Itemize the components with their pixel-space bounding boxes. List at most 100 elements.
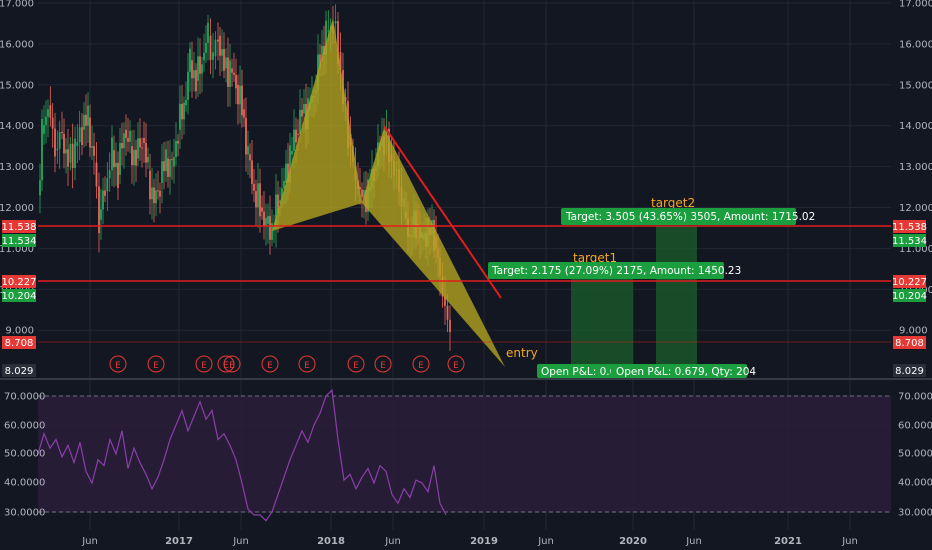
candle-body bbox=[325, 20, 327, 55]
candle-body bbox=[159, 190, 161, 197]
candle-body bbox=[191, 60, 193, 79]
candle-body bbox=[261, 207, 263, 212]
price-tag-label: 11.538 bbox=[892, 222, 927, 233]
candle-body bbox=[165, 149, 167, 172]
candle-body bbox=[201, 64, 203, 74]
candle-body bbox=[76, 142, 79, 147]
candle-body bbox=[71, 143, 74, 168]
rsi-line bbox=[37, 388, 447, 522]
candle-body bbox=[265, 217, 267, 227]
candle-body bbox=[104, 190, 106, 196]
candle-body bbox=[181, 103, 183, 120]
price-tick-label: 12.000 bbox=[899, 203, 932, 214]
candle-body bbox=[291, 150, 293, 155]
candle-body bbox=[289, 145, 291, 182]
earnings-marker-label: E bbox=[115, 361, 121, 371]
time-axis: Jun 2017 Jun 2018 Jun 2019 Jun 2020 Jun 2021 Jun bbox=[81, 536, 858, 547]
candle-body bbox=[123, 133, 125, 149]
candle-body bbox=[95, 162, 98, 187]
candle-body bbox=[217, 39, 219, 42]
candle-body bbox=[263, 211, 265, 227]
earnings-marker bbox=[223, 355, 241, 373]
candle-body bbox=[147, 156, 149, 163]
candle-body bbox=[102, 190, 104, 210]
earnings-marker bbox=[147, 355, 165, 373]
candle-body bbox=[139, 138, 141, 148]
target1-label: target1 bbox=[573, 251, 617, 265]
earnings-marker-label: E bbox=[267, 361, 273, 371]
candle-body bbox=[121, 143, 123, 149]
candle-body bbox=[277, 194, 279, 214]
earnings-marker-label: E bbox=[229, 361, 235, 371]
candle-body bbox=[241, 85, 243, 116]
time-tick-label: 2018 bbox=[317, 536, 345, 547]
candle-body bbox=[119, 143, 121, 175]
earnings-marker bbox=[195, 355, 213, 373]
price-tag-box bbox=[893, 275, 926, 288]
price-tick-label: 14.000 bbox=[0, 121, 34, 132]
candle-body bbox=[255, 191, 257, 208]
candle-body bbox=[151, 187, 153, 200]
price-tick-label: 16.000 bbox=[899, 39, 932, 50]
candle-body bbox=[327, 30, 330, 32]
candle-body bbox=[115, 162, 117, 168]
candle-body bbox=[203, 52, 205, 61]
pattern-triangle-1 bbox=[272, 18, 362, 231]
rsi-axis-left: 70.0000 60.0000 50.0000 40.0000 30.0000 bbox=[4, 392, 45, 519]
price-tick-label: 11.000 bbox=[899, 244, 932, 255]
price-tag-label: 8.029 bbox=[895, 366, 924, 377]
price-tags: 11.538 11.538 11.534 11.534 10.227 10.227 10.2… bbox=[2, 220, 927, 377]
candle-body bbox=[446, 305, 449, 320]
candle-body bbox=[85, 114, 87, 126]
candle-body bbox=[145, 142, 147, 163]
candle-body bbox=[127, 138, 129, 142]
price-tag-box bbox=[893, 336, 926, 349]
candle-body bbox=[293, 129, 295, 151]
candle-body bbox=[251, 160, 253, 184]
price-tick-label: 11.000 bbox=[0, 244, 34, 255]
candle-body bbox=[137, 138, 139, 159]
candle-body bbox=[47, 109, 49, 117]
candle-body bbox=[225, 57, 227, 69]
candle-body bbox=[41, 118, 43, 181]
time-tick-label: Jun bbox=[685, 536, 702, 547]
candle-body bbox=[227, 57, 229, 87]
earnings-marker-label: E bbox=[353, 361, 359, 371]
candle-body bbox=[155, 190, 157, 204]
candle-body bbox=[205, 42, 207, 53]
candle-body bbox=[98, 186, 100, 234]
candle-body bbox=[334, 21, 337, 24]
candle-body bbox=[61, 131, 63, 134]
earnings-marker-label: E bbox=[201, 361, 207, 371]
candle-body bbox=[339, 52, 342, 70]
price-tag-box bbox=[2, 275, 36, 288]
earnings-marker-label: E bbox=[453, 361, 459, 371]
time-tick-label: 2019 bbox=[470, 536, 498, 547]
harmonic-pattern bbox=[272, 18, 505, 367]
price-tag-label: 8.708 bbox=[895, 338, 924, 349]
candle-body bbox=[207, 22, 209, 43]
candle-body bbox=[58, 131, 61, 149]
candle-body bbox=[63, 133, 65, 154]
earnings-marker-label: E bbox=[380, 361, 386, 371]
price-tick-label: 12.000 bbox=[0, 203, 34, 214]
entry-label: entry bbox=[506, 346, 538, 360]
candle-body bbox=[141, 147, 143, 149]
earnings-marker-label: E bbox=[418, 361, 424, 371]
candle-body bbox=[149, 170, 151, 200]
time-tick-label: Jun bbox=[384, 536, 401, 547]
candle-body bbox=[93, 146, 95, 156]
candle-body bbox=[173, 157, 175, 167]
candle-body bbox=[175, 140, 177, 158]
candle-body bbox=[51, 117, 54, 129]
candle-body bbox=[133, 149, 135, 166]
candle-body bbox=[179, 103, 181, 130]
price-tag-box bbox=[893, 220, 926, 233]
candle-body bbox=[81, 127, 83, 145]
time-tick-label: Jun bbox=[841, 536, 858, 547]
candle-body bbox=[299, 109, 301, 135]
earnings-marker bbox=[412, 355, 430, 373]
price-tag-box bbox=[2, 364, 36, 377]
